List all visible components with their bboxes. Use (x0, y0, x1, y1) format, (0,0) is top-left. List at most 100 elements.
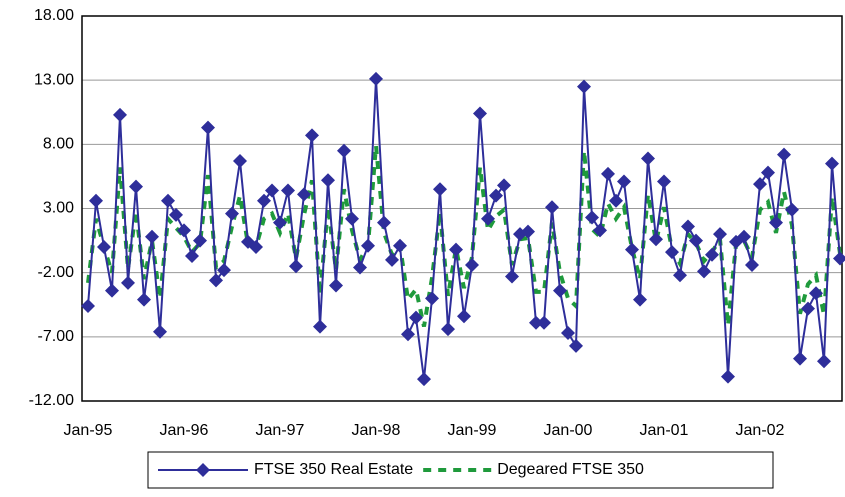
marker (497, 178, 511, 193)
marker (89, 193, 103, 208)
marker (665, 245, 679, 260)
marker (137, 292, 151, 307)
marker (345, 211, 359, 226)
x-tick-label: Jan-99 (448, 422, 497, 439)
marker (249, 240, 263, 254)
marker (673, 268, 687, 283)
marker (801, 301, 815, 316)
marker (105, 283, 119, 298)
marker (465, 257, 479, 272)
marker (201, 120, 215, 135)
y-tick-label: 18.00 (34, 7, 74, 24)
marker (81, 299, 95, 314)
marker (289, 259, 303, 274)
marker (369, 71, 383, 86)
marker (313, 319, 327, 334)
marker (713, 227, 727, 242)
marker (329, 278, 343, 293)
x-tick-label: Jan-96 (160, 422, 209, 439)
marker (193, 233, 207, 248)
y-tick-label: -12.00 (29, 392, 74, 409)
marker (545, 200, 559, 215)
marker (705, 247, 719, 262)
series-line (87, 78, 841, 380)
marker (121, 275, 135, 290)
x-tick-label: Jan-02 (736, 422, 785, 439)
marker (785, 202, 799, 217)
marker (625, 242, 639, 257)
marker (577, 79, 591, 94)
marker (169, 207, 183, 222)
marker (177, 223, 191, 238)
y-tick-label: 3.00 (43, 200, 74, 217)
y-tick-label: 8.00 (43, 136, 74, 153)
marker (745, 257, 759, 272)
marker (817, 354, 831, 369)
marker (209, 273, 223, 288)
marker (793, 351, 807, 366)
marker (601, 166, 615, 181)
marker (833, 251, 845, 266)
marker (409, 310, 423, 325)
marker (721, 369, 735, 384)
legend-marker (196, 463, 210, 477)
marker (281, 183, 295, 198)
marker (505, 269, 519, 284)
marker (97, 240, 111, 254)
x-tick-label: Jan-97 (256, 422, 305, 439)
x-tick-label: Jan-00 (544, 422, 593, 439)
marker (273, 215, 287, 230)
marker (305, 128, 319, 143)
marker (617, 174, 631, 189)
marker (769, 215, 783, 230)
marker (561, 325, 575, 340)
marker (609, 193, 623, 208)
marker (161, 193, 175, 208)
marker (809, 286, 823, 301)
y-tick-label: -7.00 (38, 328, 75, 345)
x-tick-label: Jan-95 (64, 422, 113, 439)
x-tick-label: Jan-98 (352, 422, 401, 439)
marker (449, 242, 463, 257)
marker (153, 324, 167, 339)
marker (145, 229, 159, 244)
marker (361, 238, 375, 253)
marker (113, 107, 127, 122)
marker (321, 173, 335, 188)
marker (585, 210, 599, 225)
marker (401, 327, 415, 342)
marker (481, 211, 495, 226)
marker (385, 252, 399, 267)
marker (297, 187, 311, 202)
marker (217, 263, 231, 278)
marker (529, 315, 543, 330)
marker (761, 165, 775, 180)
marker (521, 224, 535, 239)
marker (417, 372, 431, 387)
marker (593, 223, 607, 238)
marker (377, 215, 391, 230)
marker (337, 143, 351, 158)
marker (553, 283, 567, 298)
marker (569, 338, 583, 353)
marker (473, 106, 487, 121)
marker (641, 151, 655, 166)
marker (825, 156, 839, 171)
marker (777, 147, 791, 162)
marker (257, 193, 271, 208)
marker (689, 233, 703, 248)
marker (537, 315, 551, 330)
marker (697, 264, 711, 279)
marker (657, 174, 671, 189)
marker (129, 179, 143, 194)
marker (393, 238, 407, 253)
marker (649, 232, 663, 247)
legend-label: Degeared FTSE 350 (497, 461, 644, 478)
marker (681, 219, 695, 234)
marker (353, 260, 367, 275)
x-tick-label: Jan-01 (640, 422, 689, 439)
plot-frame (81, 15, 843, 402)
legend-label: FTSE 350 Real Estate (254, 461, 413, 478)
marker (457, 309, 471, 324)
marker (225, 206, 239, 221)
